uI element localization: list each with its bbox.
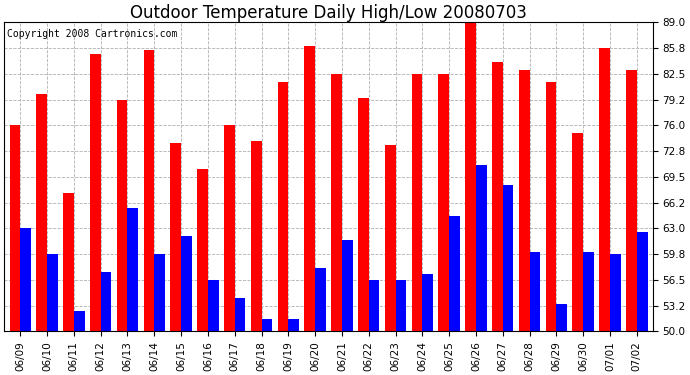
Bar	[519, 70, 529, 331]
Bar	[90, 54, 101, 331]
Bar	[583, 252, 594, 331]
Bar	[573, 133, 583, 331]
Bar	[368, 280, 380, 331]
Bar	[331, 74, 342, 331]
Bar	[128, 209, 138, 331]
Bar	[262, 320, 273, 331]
Bar	[476, 165, 486, 331]
Bar	[315, 268, 326, 331]
Bar	[422, 274, 433, 331]
Bar	[395, 280, 406, 331]
Bar	[250, 141, 262, 331]
Bar	[492, 62, 503, 331]
Bar	[20, 228, 31, 331]
Bar	[449, 216, 460, 331]
Bar	[101, 272, 111, 331]
Bar	[599, 48, 610, 331]
Bar	[342, 240, 353, 331]
Text: Copyright 2008 Cartronics.com: Copyright 2008 Cartronics.com	[8, 28, 178, 39]
Bar	[503, 185, 513, 331]
Bar	[74, 311, 85, 331]
Bar	[385, 145, 395, 331]
Bar	[546, 82, 556, 331]
Bar	[438, 74, 449, 331]
Bar	[181, 236, 192, 331]
Title: Outdoor Temperature Daily High/Low 20080703: Outdoor Temperature Daily High/Low 20080…	[130, 4, 527, 22]
Bar	[358, 98, 368, 331]
Bar	[155, 254, 165, 331]
Bar	[235, 298, 246, 331]
Bar	[626, 70, 637, 331]
Bar	[37, 94, 47, 331]
Bar	[208, 280, 219, 331]
Bar	[47, 254, 58, 331]
Bar	[304, 46, 315, 331]
Bar	[529, 252, 540, 331]
Bar	[412, 74, 422, 331]
Bar	[10, 125, 20, 331]
Bar	[144, 50, 155, 331]
Bar	[288, 320, 299, 331]
Bar	[117, 100, 128, 331]
Bar	[63, 193, 74, 331]
Bar	[465, 22, 476, 331]
Bar	[277, 82, 288, 331]
Bar	[170, 143, 181, 331]
Bar	[197, 169, 208, 331]
Bar	[556, 303, 567, 331]
Bar	[610, 254, 621, 331]
Bar	[224, 125, 235, 331]
Bar	[637, 232, 647, 331]
